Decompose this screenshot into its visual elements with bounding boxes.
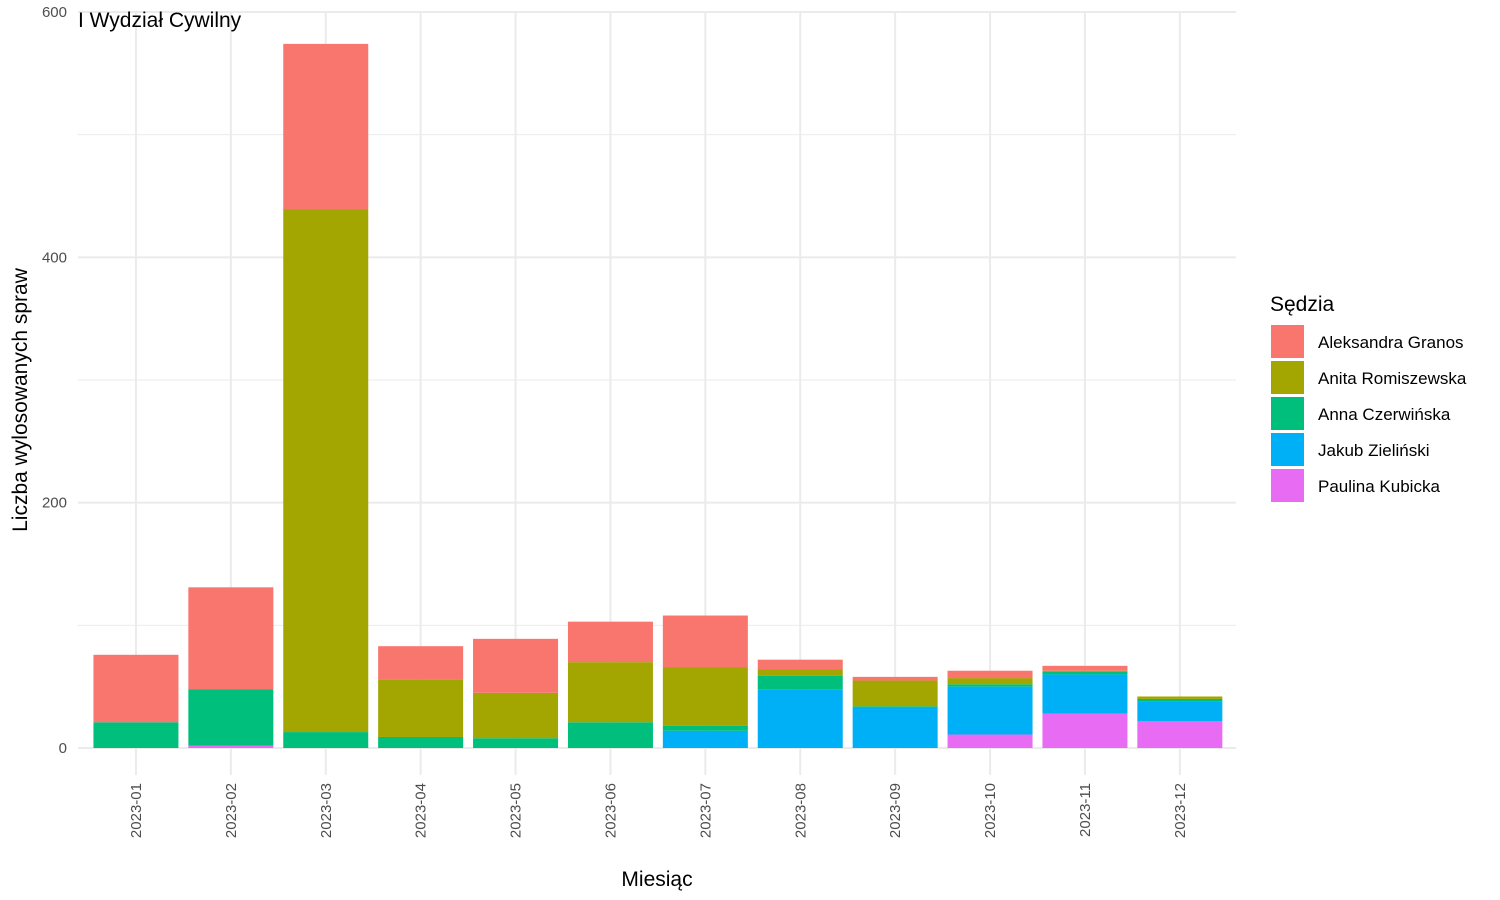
bar-segment	[852, 680, 938, 707]
bar-segment	[852, 676, 938, 681]
bar-segment	[662, 725, 748, 731]
x-tick-label: 2023-11	[1077, 783, 1094, 837]
bar-segment	[1137, 701, 1223, 722]
x-tick-label: 2023-05	[508, 783, 525, 838]
bar-segment	[473, 738, 559, 749]
bar-segment	[757, 689, 843, 749]
bar-segment	[188, 745, 274, 749]
bar-segment	[1137, 696, 1223, 699]
x-tick-label: 2023-06	[602, 783, 619, 838]
bar-segment	[1042, 670, 1128, 672]
bar-segment	[567, 662, 653, 723]
bar-segment	[947, 684, 1033, 687]
bar-segment	[1042, 665, 1128, 671]
y-tick-label: 0	[59, 740, 67, 757]
bar-segment	[852, 707, 938, 749]
bar-segment	[947, 678, 1033, 685]
chart-title: I Wydział Cywilny	[78, 9, 242, 32]
bar-segment	[1042, 671, 1128, 675]
y-tick-label: 400	[42, 249, 67, 266]
legend-title: Sędzia	[1270, 293, 1335, 316]
x-axis-title: Miesiąc	[621, 868, 692, 891]
x-tick-label: 2023-09	[887, 783, 904, 838]
y-tick-label: 200	[42, 495, 67, 512]
bar-segment	[283, 732, 369, 749]
bar-segment	[852, 706, 938, 708]
legend-swatch	[1271, 433, 1304, 466]
x-tick-label: 2023-10	[982, 783, 999, 838]
bar-segment	[378, 646, 464, 680]
bar-segment	[283, 43, 369, 210]
x-axis-ticks: 2023-01 2023-02 2023-03 2023-04 2023-05 2023-…	[128, 783, 1189, 838]
bar-segment	[1042, 713, 1128, 749]
bar-segment	[947, 686, 1033, 735]
legend-swatch	[1271, 325, 1304, 358]
legend-swatch	[1271, 361, 1304, 394]
legend-label: Anita Romiszewska	[1318, 369, 1467, 388]
bar-segment	[1042, 674, 1128, 714]
x-tick-label: 2023-07	[697, 783, 714, 838]
y-axis-ticks: 0 200 400 600	[42, 4, 67, 757]
bar-segment	[662, 615, 748, 668]
bar-segment	[662, 667, 748, 726]
x-tick-label: 2023-02	[223, 783, 240, 838]
legend-label: Paulina Kubicka	[1318, 477, 1440, 496]
x-tick-label: 2023-01	[128, 783, 145, 838]
bars	[93, 43, 1223, 749]
bar-segment	[567, 621, 653, 663]
bar-segment	[757, 675, 843, 690]
bar-segment	[93, 654, 179, 723]
bar-segment	[188, 587, 274, 690]
bar-segment	[947, 734, 1033, 749]
bar-segment	[947, 670, 1033, 679]
legend-label: Anna Czerwińska	[1318, 405, 1451, 424]
bar-segment	[378, 736, 464, 749]
bar-segment	[283, 209, 369, 733]
bar-segment	[757, 669, 843, 676]
bar-segment	[757, 659, 843, 670]
legend-swatch	[1271, 469, 1304, 502]
x-tick-label: 2023-04	[413, 783, 430, 838]
y-axis-title: Liczba wylosowanych spraw	[9, 267, 32, 532]
bar-segment	[1137, 721, 1223, 749]
bar-segment	[188, 689, 274, 746]
x-tick-label: 2023-12	[1172, 783, 1189, 838]
bar-segment	[662, 730, 748, 749]
bar-segment	[567, 722, 653, 749]
bar-segment	[378, 679, 464, 737]
bar-segment	[93, 722, 179, 749]
x-tick-label: 2023-03	[318, 783, 335, 838]
legend-label: Jakub Zieliński	[1318, 441, 1430, 460]
bar-segment	[473, 638, 559, 693]
legend: Sędzia Aleksandra Granos Anita Romiszewsk…	[1270, 293, 1467, 502]
x-tick-label: 2023-08	[792, 783, 809, 838]
legend-swatch	[1271, 397, 1304, 430]
legend-label: Aleksandra Granos	[1318, 333, 1464, 352]
bar-segment	[473, 692, 559, 739]
y-tick-label: 600	[42, 4, 67, 21]
bar-segment	[1137, 698, 1223, 702]
